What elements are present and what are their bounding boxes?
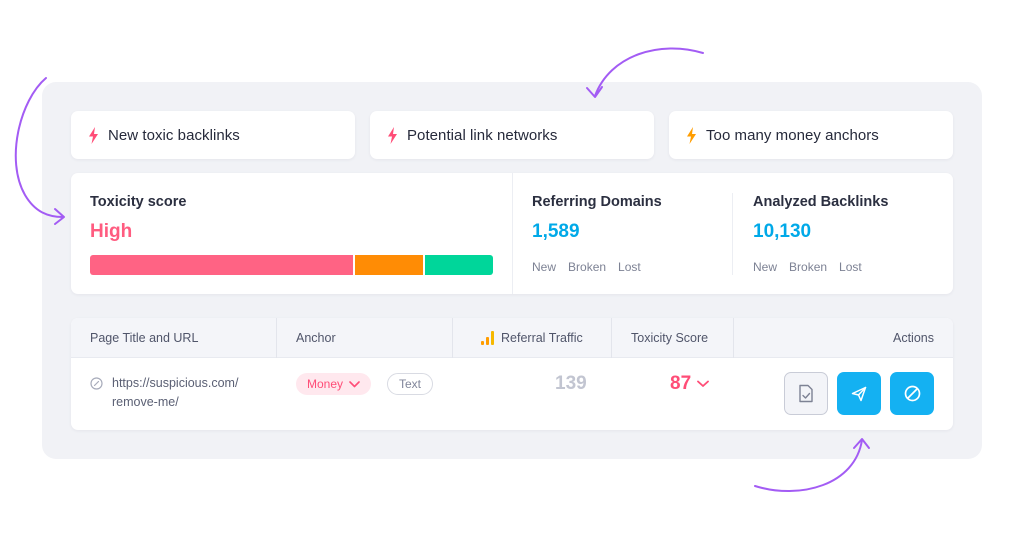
referring-domains-value[interactable]: 1,589: [532, 221, 580, 242]
referring-domains-title: Referring Domains: [532, 194, 662, 210]
column-separator: [733, 318, 734, 358]
backlinks-table: Page Title and URL Anchor Referral Traff…: [71, 318, 953, 430]
stats-card: Toxicity score High Referring Domains 1,…: [71, 173, 953, 294]
toxicity-score-cell[interactable]: 87: [670, 373, 710, 395]
chevron-down-icon: [349, 380, 360, 387]
analyzed-backlinks-title: Analyzed Backlinks: [753, 194, 889, 210]
column-separator: [276, 318, 277, 358]
alert-label: Too many money anchors: [706, 126, 879, 144]
disavow-button[interactable]: [890, 372, 934, 415]
anchor-tag-money[interactable]: Money: [296, 373, 372, 395]
alert-too-many-money-anchors[interactable]: Too many money anchors: [669, 111, 953, 159]
toxicity-segment-medium: [355, 255, 423, 275]
column-page-title-url[interactable]: Page Title and URL: [90, 331, 199, 345]
sublabel-lost[interactable]: Lost: [618, 260, 641, 274]
bolt-icon: [89, 126, 98, 144]
toxicity-score-title: Toxicity score: [90, 194, 187, 210]
alert-new-toxic-backlinks[interactable]: New toxic backlinks: [71, 111, 355, 159]
referring-domains-sublabels: New Broken Lost: [532, 260, 641, 274]
toxicity-distribution-bar: [90, 255, 493, 275]
column-referral-traffic[interactable]: Referral Traffic: [481, 318, 583, 358]
sublabel-broken[interactable]: Broken: [789, 260, 828, 274]
column-actions: Actions: [893, 331, 934, 345]
table-header: Page Title and URL Anchor Referral Traff…: [71, 318, 953, 358]
alert-label: Potential link networks: [407, 126, 558, 144]
toxicity-segment-high: [90, 255, 353, 275]
analytics-icon: [481, 331, 494, 345]
send-icon: [851, 386, 867, 401]
column-toxicity-score[interactable]: Toxicity Score: [631, 331, 709, 345]
sublabel-new[interactable]: New: [753, 260, 778, 274]
document-check-icon: [799, 384, 813, 403]
column-separator: [452, 318, 453, 358]
link-icon: [90, 377, 103, 390]
toxicity-score-number: 87: [670, 373, 692, 394]
alert-potential-link-networks[interactable]: Potential link networks: [370, 111, 654, 159]
url-line-2: remove-me/: [112, 395, 179, 409]
send-to-remove-button[interactable]: [837, 372, 881, 415]
bolt-icon: [388, 126, 397, 144]
toxicity-segment-low: [425, 255, 493, 275]
analyzed-backlinks-sublabels: New Broken Lost: [753, 260, 862, 274]
toxicity-score-value: High: [90, 221, 133, 242]
block-icon: [904, 385, 920, 402]
referral-traffic-value: 139: [555, 373, 587, 394]
sublabel-lost[interactable]: Lost: [839, 260, 862, 274]
anchor-tag-text[interactable]: Text: [387, 373, 434, 395]
anchor-tag-label: Money: [307, 377, 344, 391]
stats-divider: [732, 193, 733, 275]
alert-label: New toxic backlinks: [108, 126, 240, 144]
column-separator: [611, 318, 612, 358]
sublabel-broken[interactable]: Broken: [568, 260, 607, 274]
sublabel-new[interactable]: New: [532, 260, 557, 274]
whitelist-button[interactable]: [784, 372, 828, 415]
row-url[interactable]: https://suspicious.com/ remove-me/: [90, 374, 238, 412]
chevron-down-icon: [697, 380, 710, 387]
analyzed-backlinks-value[interactable]: 10,130: [753, 221, 812, 242]
bolt-icon: [687, 126, 696, 144]
referral-traffic-label: Referral Traffic: [501, 331, 583, 345]
url-line-1: https://suspicious.com/: [112, 376, 239, 390]
column-anchor[interactable]: Anchor: [296, 331, 336, 345]
stats-divider: [512, 173, 513, 294]
